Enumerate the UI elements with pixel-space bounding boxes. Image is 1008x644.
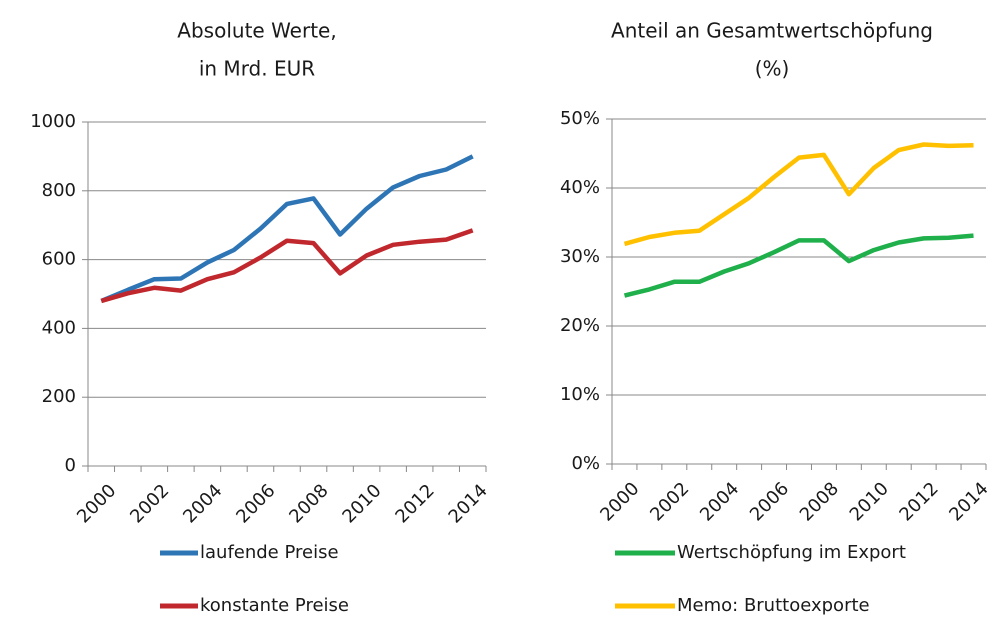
chart-title: Anteil an Gesamtwertschöpfung xyxy=(611,19,933,43)
legend-label: konstante Preise xyxy=(200,595,349,616)
x-tick-label: 2006 xyxy=(232,480,279,527)
legend-label: laufende Preise xyxy=(200,542,339,563)
x-tick-label: 2014 xyxy=(445,480,492,527)
y-tick-label: 20% xyxy=(560,315,600,336)
x-tick-label: 2012 xyxy=(391,480,438,527)
y-tick-label: 30% xyxy=(560,246,600,267)
x-tick-label: 2000 xyxy=(596,478,643,525)
y-tick-label: 0 xyxy=(65,455,76,476)
y-tick-label: 200 xyxy=(42,386,76,407)
y-tick-label: 40% xyxy=(560,177,600,198)
x-tick-label: 2008 xyxy=(285,480,332,527)
chart-title: Absolute Werte, xyxy=(177,19,336,43)
x-tick-label: 2012 xyxy=(895,478,942,525)
series-line xyxy=(100,154,474,303)
legend-label: Wertschöpfung im Export xyxy=(677,542,906,563)
y-tick-label: 1000 xyxy=(30,111,76,132)
x-tick-label: 2002 xyxy=(646,478,693,525)
series-line xyxy=(623,233,974,298)
x-tick-label: 2010 xyxy=(846,478,893,525)
x-tick-label: 2000 xyxy=(73,480,120,527)
chart-title: (%) xyxy=(755,57,790,81)
x-tick-label: 2002 xyxy=(126,480,173,527)
y-tick-label: 400 xyxy=(42,317,76,338)
legend-label: Memo: Bruttoexporte xyxy=(677,595,870,616)
x-tick-label: 2006 xyxy=(746,478,793,525)
x-tick-label: 2004 xyxy=(179,480,226,527)
y-tick-label: 10% xyxy=(560,384,600,405)
series-line xyxy=(100,228,474,304)
chart-title: in Mrd. EUR xyxy=(199,57,315,81)
y-tick-label: 0% xyxy=(571,453,600,474)
series-line xyxy=(623,142,974,247)
y-tick-label: 800 xyxy=(42,180,76,201)
y-tick-label: 50% xyxy=(560,108,600,129)
x-tick-label: 2014 xyxy=(945,478,992,525)
x-tick-label: 2004 xyxy=(696,478,743,525)
x-tick-label: 2008 xyxy=(796,478,843,525)
y-tick-label: 600 xyxy=(42,249,76,270)
x-tick-label: 2010 xyxy=(338,480,385,527)
